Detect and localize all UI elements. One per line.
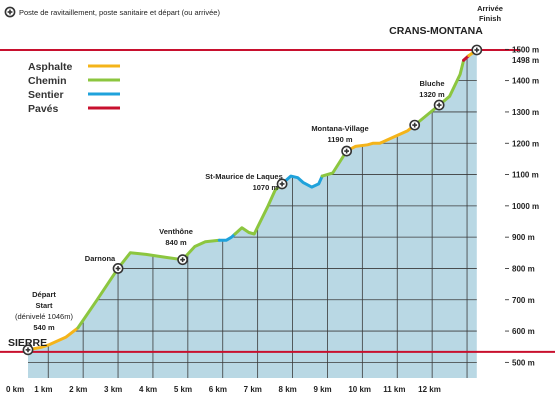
finish-label-line: Finish (479, 14, 502, 23)
start-label-line: (dénivelé 1046m) (15, 312, 73, 321)
y-tick-label-1498: 1498 m (512, 56, 539, 65)
bluche-label-line: Bluche (419, 79, 444, 88)
legend-label-pavés: Pavés (28, 103, 59, 115)
waypoint-marker (409, 119, 421, 131)
start-title: SIERRE (8, 337, 47, 349)
venthone-label-line: 840 m (165, 238, 187, 247)
legend-label-chemin: Chemin (28, 75, 67, 87)
y-tick-label: 1200 m (512, 139, 539, 148)
y-tick-label: 800 m (512, 264, 535, 273)
waypoint-marker (276, 178, 288, 190)
waypoint-marker (112, 263, 124, 274)
x-tick-label: 12 km (418, 385, 441, 394)
legend-label-sentier: Sentier (28, 89, 64, 101)
finish-title: CRANS-MONTANA (389, 25, 483, 37)
waypoint-marker (177, 254, 189, 266)
legend-label-asphalte: Asphalte (28, 61, 73, 73)
x-tick-label: 8 km (279, 385, 297, 394)
montana-village-label-line: 1190 m (327, 135, 352, 144)
finish-label-line: Arrivée (477, 4, 503, 13)
st-maurice-label-line: 1070 m (253, 183, 279, 192)
y-tick-label: 1100 m (512, 171, 539, 180)
profile-area (28, 50, 477, 378)
marker-legend-text: Poste de ravitaillement, poste sanitaire… (19, 8, 220, 17)
bluche-label-line: 1320 m (419, 90, 445, 99)
venthone-label-line: Venthône (159, 227, 193, 236)
y-tick-label: 900 m (512, 233, 535, 242)
legend-marker-icon (4, 6, 16, 18)
surface-segment-sentier (217, 232, 237, 242)
start-label-line: Départ (32, 290, 56, 299)
montana-village-label-line: Montana-Village (311, 124, 368, 133)
surface-segment-asphalte (26, 326, 80, 352)
surface-segment-chemin (233, 182, 284, 236)
surface-segment-sentier (280, 174, 324, 189)
surface-segment-chemin (320, 149, 349, 178)
y-tick-label: 600 m (512, 327, 535, 336)
x-tick-label: 9 km (313, 385, 331, 394)
y-tick-label: 1500 m (512, 45, 539, 54)
y-tick-label: 1000 m (512, 202, 539, 211)
x-tick-label: 10 km (348, 385, 371, 394)
waypoint-marker (471, 44, 483, 56)
start-label-line: Start (35, 301, 53, 310)
x-tick-label: 11 km (383, 385, 405, 394)
x-tick-label: 5 km (174, 385, 192, 394)
waypoint-marker (341, 145, 353, 157)
st-maurice-label-line: St-Maurice de Laques (205, 172, 283, 181)
surface-segment-asphalte (345, 123, 417, 153)
y-tick-label: 1300 m (512, 108, 539, 117)
darnona-label: Darnona (85, 254, 116, 263)
x-tick-label: 6 km (209, 385, 227, 394)
x-tick-label: 3 km (104, 385, 122, 394)
y-tick-label: 500 m (512, 358, 535, 367)
waypoint-marker (433, 99, 445, 111)
waypoint-marker (22, 344, 34, 356)
y-tick-label: 700 m (512, 296, 535, 305)
surface-segment-chemin (76, 238, 221, 330)
x-tick-label: 1 km (34, 385, 52, 394)
x-tick-label: 0 km (6, 385, 24, 394)
x-tick-label: 2 km (69, 385, 87, 394)
x-tick-label: 7 km (244, 385, 262, 394)
surface-segment-chemin (413, 58, 466, 127)
y-tick-label: 1400 m (512, 77, 539, 86)
x-tick-label: 4 km (139, 385, 157, 394)
start-label-line: 540 m (33, 323, 55, 332)
